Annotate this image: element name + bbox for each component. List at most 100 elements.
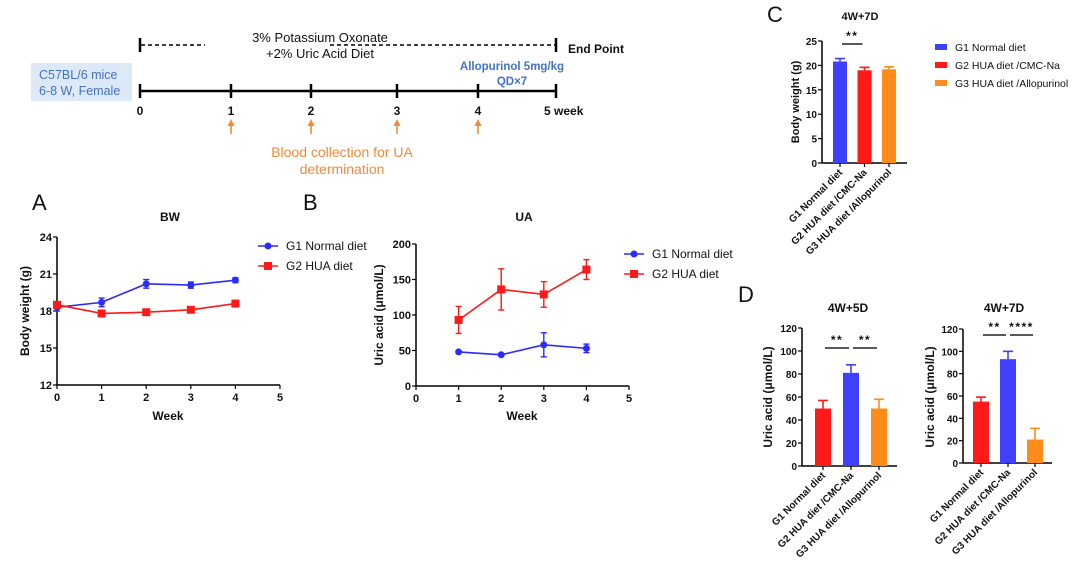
legend-label: G3 HUA diet /Allopurinol bbox=[955, 78, 1068, 90]
blood-collection-arrow-icon bbox=[307, 119, 315, 126]
panel-label-d: D bbox=[738, 282, 754, 307]
mice-age-sex-label: 6-8 W, Female bbox=[39, 84, 120, 98]
bar-1 bbox=[815, 408, 831, 466]
data-point-circle bbox=[98, 298, 106, 306]
chart-c-legend: G1 Normal diet G2 HUA diet /CMC-Na G3 HUA … bbox=[935, 42, 1068, 90]
y-tick-label: 21 bbox=[40, 269, 52, 281]
series-line-2 bbox=[458, 268, 587, 321]
y-tick-label: 20 bbox=[786, 439, 798, 450]
bar-2 bbox=[843, 372, 859, 466]
timeline-tick-label: 3 bbox=[394, 104, 401, 118]
legend-swatch bbox=[935, 80, 947, 86]
x-tick-label: 2 bbox=[498, 393, 504, 405]
timeline: C57BL/6 mice 6-8 W, Female 3% Potassium … bbox=[31, 30, 624, 177]
y-tick-label: 12 bbox=[40, 380, 52, 392]
legend-swatch bbox=[935, 62, 947, 68]
blood-collection-label-line1: Blood collection for UA bbox=[271, 144, 413, 160]
chart-a-marks bbox=[53, 276, 240, 318]
legend-label: G2 HUA diet /CMC-Na bbox=[955, 60, 1060, 72]
blood-collection-arrow-icon bbox=[393, 119, 401, 126]
significance-label: **** bbox=[1009, 320, 1034, 334]
y-tick-label: 100 bbox=[393, 310, 411, 322]
y-tick-label: 24 bbox=[40, 232, 53, 244]
chart-uric-acid-bar-4w5d: D 4W+5D Uric acid (μmol/L) 0 20 40 60 80 100 1… bbox=[738, 282, 897, 560]
chart-d2-ylabel: Uric acid (μmol/L) bbox=[923, 346, 937, 447]
blood-collection-arrow-icon bbox=[227, 119, 235, 126]
y-tick-label: 100 bbox=[780, 347, 797, 358]
blood-collection-arrow-icon bbox=[474, 119, 482, 126]
timeline-tick-label: 2 bbox=[308, 104, 315, 118]
chart-d1-ylabel: Uric acid (μmol/L) bbox=[761, 346, 775, 447]
drug-frequency-label: QD×7 bbox=[497, 76, 527, 88]
timeline-tick-label: 0 bbox=[137, 104, 144, 118]
legend-marker-square bbox=[264, 262, 272, 270]
legend-marker-square bbox=[630, 270, 638, 278]
significance-label: ** bbox=[988, 320, 1000, 334]
legend-marker-circle bbox=[264, 242, 272, 250]
timeline-tick-label: 4 bbox=[475, 104, 482, 118]
data-point-square bbox=[497, 285, 506, 294]
y-tick-label: 50 bbox=[399, 346, 411, 358]
y-tick-label: 5 bbox=[811, 135, 817, 146]
y-tick-label: 150 bbox=[393, 275, 411, 287]
panel-label-b: B bbox=[303, 190, 318, 215]
x-tick-label: 1 bbox=[99, 392, 105, 404]
legend-label: G1 Normal diet bbox=[652, 247, 733, 261]
mice-strain-label: C57BL/6 mice bbox=[39, 68, 118, 82]
data-point-square bbox=[142, 308, 151, 317]
x-tick-label: 3 bbox=[541, 393, 547, 405]
end-point-label: End Point bbox=[568, 42, 624, 56]
chart-c-marks: ** bbox=[833, 29, 896, 163]
legend-swatch bbox=[935, 44, 947, 50]
chart-a-title: BW bbox=[160, 210, 181, 224]
chart-d2-marks: ** **** bbox=[973, 320, 1043, 463]
data-point-circle bbox=[231, 276, 239, 284]
y-tick-label: 10 bbox=[806, 110, 818, 121]
x-tick-label: 1 bbox=[456, 393, 462, 405]
bar-1 bbox=[973, 401, 989, 463]
legend-label: G1 Normal diet bbox=[955, 42, 1026, 54]
chart-a-xlabel: Week bbox=[152, 409, 183, 423]
y-tick-label: 20 bbox=[806, 61, 818, 72]
chart-b-xlabel: Week bbox=[506, 409, 537, 423]
x-tick-label: 0 bbox=[54, 392, 60, 404]
chart-uric-acid-line: B UA Week Uric acid (μmol/L) 05010015020… bbox=[303, 190, 733, 423]
y-tick-label: 0 bbox=[405, 381, 411, 393]
y-tick-label: 60 bbox=[786, 393, 798, 404]
chart-a-ylabel: Body weight (g) bbox=[18, 266, 32, 356]
timeline-tick-label: 5 week bbox=[544, 104, 584, 118]
bar-3 bbox=[1027, 439, 1043, 463]
diet-label-line1: 3% Potassium Oxonate bbox=[252, 30, 388, 45]
y-tick-label: 15 bbox=[806, 86, 818, 97]
y-tick-label: 25 bbox=[806, 37, 818, 48]
y-tick-label: 120 bbox=[780, 324, 797, 335]
data-point-square bbox=[231, 299, 240, 308]
chart-c-title: 4W+7D bbox=[842, 11, 879, 23]
data-point-circle bbox=[540, 341, 548, 349]
data-point-circle bbox=[582, 344, 590, 352]
data-point-square bbox=[454, 315, 463, 324]
blood-collection-label-line2: determination bbox=[300, 161, 385, 177]
x-tick-label: 5 bbox=[277, 392, 283, 404]
x-tick-label: 4 bbox=[232, 392, 239, 404]
data-point-circle bbox=[187, 281, 195, 289]
y-tick-label: 15 bbox=[40, 343, 52, 355]
data-point-square bbox=[53, 300, 61, 309]
significance-label: ** bbox=[846, 29, 858, 43]
data-point-circle bbox=[455, 348, 463, 356]
series-line-1 bbox=[458, 344, 587, 356]
chart-b-marks bbox=[454, 258, 591, 359]
y-tick-label: 40 bbox=[947, 414, 959, 425]
x-tick-label: 2 bbox=[143, 392, 149, 404]
data-point-square bbox=[186, 305, 195, 314]
x-tick-label: 3 bbox=[188, 392, 194, 404]
x-tick-label: 0 bbox=[413, 393, 419, 405]
panel-label-c: C bbox=[767, 2, 783, 27]
y-tick-label: 80 bbox=[786, 370, 798, 381]
data-point-square bbox=[539, 290, 548, 299]
chart-b-legend: G1 Normal diet G2 HUA diet bbox=[624, 247, 733, 281]
bar-2 bbox=[857, 70, 872, 163]
